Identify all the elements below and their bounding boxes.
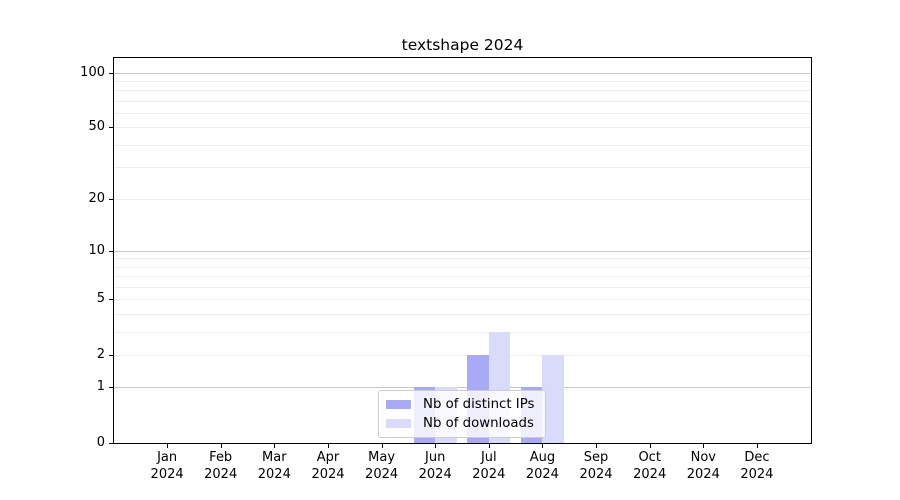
major-gridline	[114, 72, 811, 74]
x-axis-tick	[703, 444, 705, 448]
minor-gridline	[114, 80, 811, 82]
x-axis-tick	[649, 444, 651, 448]
y-axis-tick	[109, 443, 113, 444]
x-axis-tick	[381, 444, 383, 448]
minor-gridline	[114, 258, 811, 260]
minor-gridline	[114, 167, 811, 169]
x-axis-tick	[596, 444, 597, 448]
x-axis-tick	[274, 444, 276, 448]
x-tick-label: Nov 2024	[686, 450, 720, 482]
y-axis-tick	[109, 354, 113, 356]
minor-gridline	[114, 113, 811, 114]
minor-gridline	[114, 331, 811, 333]
y-axis-tick	[109, 387, 113, 389]
minor-gridline	[114, 266, 811, 268]
x-axis-tick	[756, 444, 758, 448]
minor-gridline	[114, 144, 811, 146]
x-tick-label: Oct 2024	[633, 450, 667, 482]
y-axis-tick	[109, 299, 113, 301]
minor-gridline	[114, 354, 811, 356]
x-axis-tick	[435, 444, 437, 448]
minor-gridline	[114, 90, 811, 92]
minor-gridline	[114, 299, 811, 301]
x-axis-tick	[328, 444, 329, 448]
y-axis-tick	[109, 250, 113, 252]
legend-label: Nb of downloads	[423, 416, 534, 431]
legend-item: Nb of distinct IPs	[385, 397, 539, 412]
x-axis-tick	[220, 444, 222, 448]
y-tick-label: 50	[88, 119, 105, 135]
x-tick-label: Aug 2024	[525, 450, 559, 482]
x-tick-label: Sep 2024	[579, 450, 613, 482]
bar-nb-of-downloads	[542, 354, 564, 443]
legend-label: Nb of distinct IPs	[423, 397, 535, 412]
x-tick-label: May 2024	[365, 450, 399, 482]
y-tick-label: 2	[96, 346, 105, 362]
x-tick-label: Mar 2024	[257, 450, 291, 482]
major-gridline	[114, 250, 811, 252]
x-tick-label: Jun 2024	[418, 450, 452, 482]
minor-gridline	[114, 100, 811, 102]
x-axis-tick	[167, 444, 169, 448]
x-axis-tick	[542, 444, 544, 448]
y-tick-label: 5	[96, 291, 105, 307]
minor-gridline	[114, 276, 811, 278]
minor-gridline	[114, 286, 811, 288]
plot-area	[113, 57, 812, 444]
x-tick-label: Feb 2024	[204, 450, 238, 482]
legend-color-swatch	[386, 419, 411, 428]
x-tick-label: Dec 2024	[740, 450, 774, 482]
x-tick-label: Jul 2024	[472, 450, 506, 482]
minor-gridline	[114, 313, 811, 315]
legend-color-swatch	[386, 400, 411, 409]
x-tick-label: Jan 2024	[150, 450, 184, 482]
minor-gridline	[114, 127, 811, 129]
y-axis-tick	[109, 127, 113, 129]
y-tick-label: 100	[80, 64, 105, 80]
major-gridline	[114, 387, 811, 389]
y-axis-tick	[109, 198, 113, 200]
y-axis-tick	[109, 72, 113, 74]
y-tick-label: 0	[96, 435, 105, 450]
y-tick-label: 10	[88, 242, 105, 258]
x-axis-tick	[488, 444, 490, 448]
chart-title: textshape 2024	[401, 36, 524, 54]
legend: Nb of distinct IPs Nb of downloads	[378, 390, 546, 438]
legend-item: Nb of downloads	[385, 416, 539, 431]
x-tick-label: Apr 2024	[311, 450, 345, 482]
minor-gridline	[114, 198, 811, 200]
y-tick-label: 20	[88, 190, 105, 206]
y-tick-label: 1	[96, 379, 105, 395]
